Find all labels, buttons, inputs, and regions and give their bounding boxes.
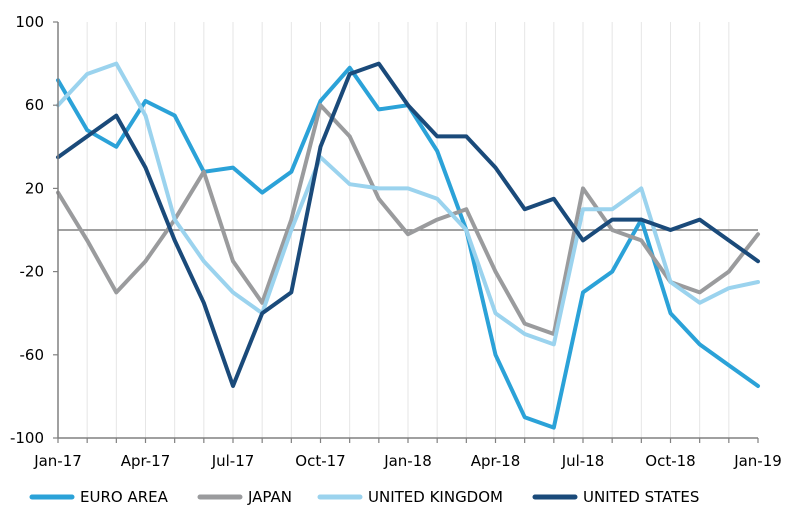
x-tick-label: Jan-17 <box>33 452 82 470</box>
x-tick-label: Jan-18 <box>383 452 432 470</box>
x-tick-label: Jan-19 <box>733 452 782 470</box>
y-tick-labels: 100 60 20 -20 -60 -100 <box>10 13 58 447</box>
legend-label: UNITED STATES <box>583 488 699 506</box>
legend: EURO AREA JAPAN UNITED KINGDOM UNITED STATE… <box>29 488 699 506</box>
x-tick-label: Oct-17 <box>295 452 345 470</box>
x-tick-label: Jul-18 <box>561 452 605 470</box>
x-tick-labels: Jan-17 Apr-17 Jul-17 Oct-17 Jan-18 Apr-18 Jul-… <box>33 438 782 470</box>
y-tick-label: 60 <box>25 96 44 114</box>
legend-label: JAPAN <box>247 488 292 506</box>
y-tick-label: 20 <box>25 179 44 197</box>
y-tick-label: -60 <box>20 346 45 364</box>
series-lines <box>56 61 760 430</box>
legend-label: EURO AREA <box>80 488 169 506</box>
series-line <box>56 61 760 347</box>
legend-label: UNITED KINGDOM <box>368 488 503 506</box>
y-tick-label: 100 <box>15 13 44 31</box>
x-tick-label: Oct-18 <box>645 452 695 470</box>
x-tick-label: Apr-18 <box>471 452 521 470</box>
y-tick-label: -20 <box>20 263 45 281</box>
x-tick-label: Apr-17 <box>121 452 171 470</box>
series-line <box>56 61 760 388</box>
x-tick-label: Jul-17 <box>211 452 255 470</box>
y-tick-label: -100 <box>10 429 44 447</box>
